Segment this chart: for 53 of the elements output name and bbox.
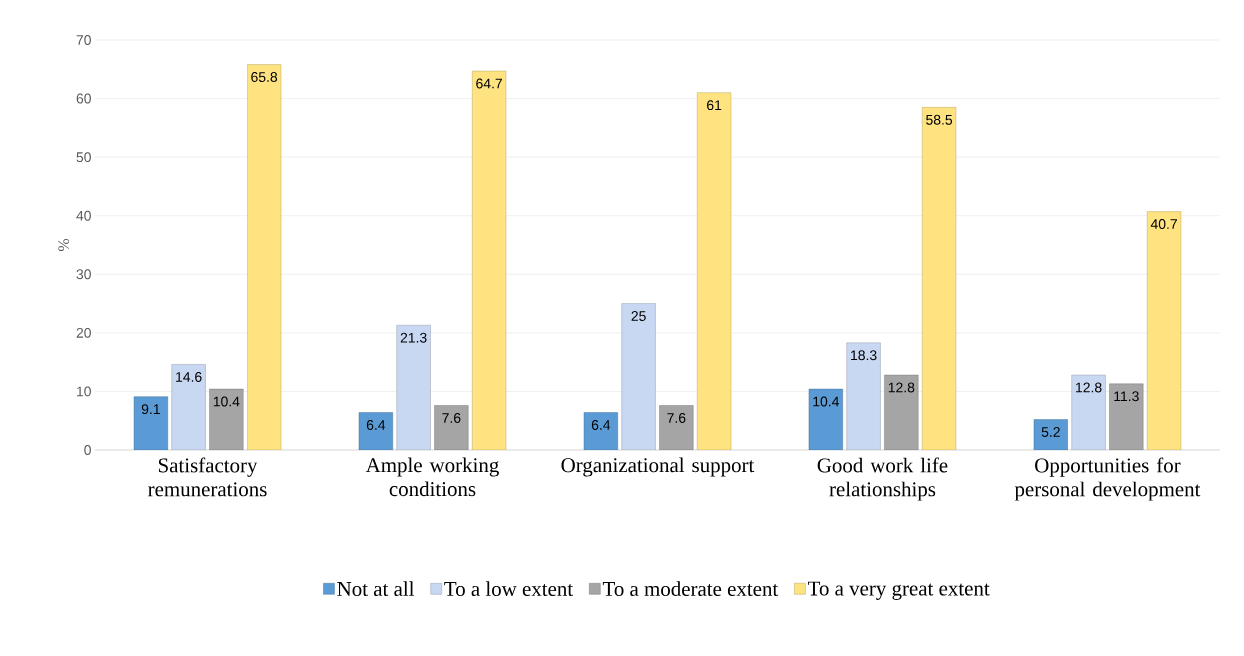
data-label: 25	[631, 311, 646, 321]
bar	[846, 342, 881, 450]
y-tick-label: 50	[76, 152, 91, 163]
bar	[621, 303, 656, 450]
y-tick-label: 60	[76, 93, 91, 104]
data-label: 65.8	[251, 72, 278, 82]
data-label: 12.8	[1076, 382, 1102, 393]
bar	[396, 325, 431, 450]
data-label: 58.5	[926, 114, 953, 125]
x-tick-label: Organizational support	[561, 457, 755, 477]
bar	[697, 92, 732, 450]
data-label: 6.4	[591, 420, 611, 430]
data-label: 7.6	[667, 412, 686, 423]
bar	[171, 364, 206, 450]
y-tick-label: 40	[76, 210, 91, 221]
data-label: 14.6	[176, 371, 202, 382]
data-label: 10.4	[813, 396, 839, 407]
legend-label: Not at all	[337, 581, 415, 596]
x-tick-label: Ample working conditions	[365, 457, 499, 497]
bar	[472, 70, 507, 450]
data-label: 64.7	[476, 78, 502, 89]
y-tick-label: 10	[77, 386, 91, 397]
y-tick-label: 20	[76, 327, 91, 338]
bar	[247, 64, 282, 450]
data-label: 40.7	[1150, 219, 1177, 230]
bar	[659, 405, 694, 450]
data-label: 12.8	[888, 382, 915, 393]
data-label: 10.4	[213, 396, 240, 407]
bar	[922, 107, 957, 450]
bar	[434, 405, 469, 450]
data-label: 7.6	[442, 412, 461, 423]
y-tick-label: 70	[76, 35, 91, 45]
bar	[209, 388, 244, 450]
y-tick-label: 30	[76, 269, 91, 280]
x-tick-label: Good work life relationships	[817, 457, 948, 501]
bar	[1109, 383, 1144, 450]
bar	[1147, 211, 1182, 450]
y-tick-label: 0	[84, 445, 91, 455]
x-tick-label: Opportunities for personal development	[1014, 457, 1201, 501]
bar	[884, 374, 919, 450]
data-label: 11.3	[1114, 391, 1139, 402]
data-label: 9.1	[141, 404, 160, 415]
x-tick-label: Satisfactory remunerations	[148, 457, 267, 497]
data-label: 21.3	[400, 332, 427, 343]
data-label: 6.4	[366, 420, 386, 430]
legend-label: To a very great extent	[807, 581, 990, 600]
data-label: 61	[707, 100, 722, 111]
data-label: 18.3	[851, 350, 877, 361]
y-axis-title: %	[58, 238, 70, 252]
bar	[1071, 374, 1106, 450]
legend-label: To a low extent	[444, 581, 574, 596]
data-label: 5.2	[1041, 427, 1060, 437]
legend-label: To a moderate extent	[602, 581, 779, 596]
